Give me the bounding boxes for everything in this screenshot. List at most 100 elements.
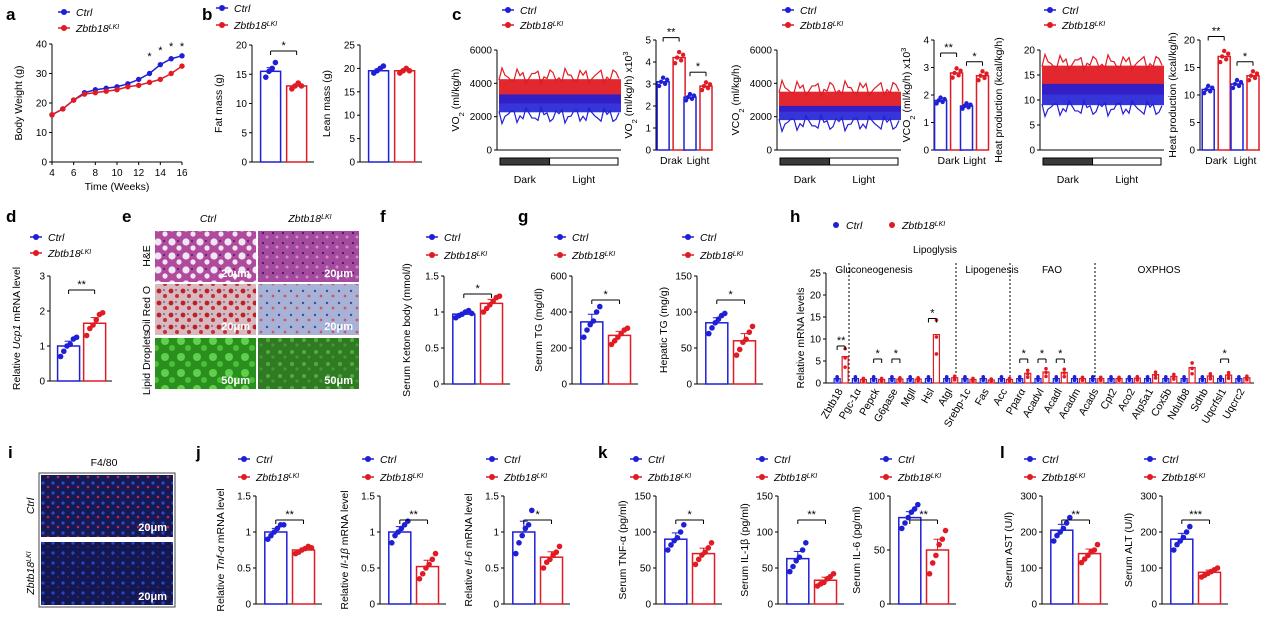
bar-ctrl [452,313,476,385]
y-axis-label: Serum IL-6 (pg/ml) [851,506,863,594]
series-point [146,70,153,77]
y-tick-label: 0 [433,380,439,391]
i-row-lki-sup: LKI [26,551,33,562]
y-tick-label: 0 [41,158,47,169]
data-point [513,550,519,557]
panel-b-legend: Ctrl Zbtb18LKI [216,3,277,32]
panel-b1: 0 5 10 15 20 * Fat mass (g) [213,40,314,169]
scale-bar-label: 50μm [324,375,353,387]
data-point [685,95,691,100]
data-point [1208,89,1213,94]
data-point [916,376,920,380]
data-point [416,576,423,582]
data-point [796,554,803,560]
y-tick-label: 20 [36,99,48,110]
sig-mark: *** [1189,509,1203,521]
trace-lki-noise [498,65,620,86]
data-point [821,579,827,586]
legend-ctrl-dot [833,222,839,228]
data-point [406,67,413,74]
panel-label-j: j [195,443,201,462]
legend-lki-sup: LKI [553,21,564,28]
data-point [708,540,715,546]
sig-mark: ** [944,42,953,54]
legend-lki-sup: LKI [413,473,424,480]
y-tick-label: 100 [868,492,885,503]
x-tick-label: 10 [111,168,123,179]
data-point [1218,59,1223,65]
data-point [1060,525,1067,532]
series-point [135,76,142,83]
data-point [426,561,432,568]
panel-l1: 0 100 200 300 ** Serum AST (U/l) [1003,492,1108,611]
legend-ctrl-label: Ctrl [572,232,589,244]
sig-mark: * [930,308,935,320]
data-point [516,540,522,546]
legend-ctrl-label: Ctrl [444,232,461,244]
data-point [271,529,278,535]
bar-lki [479,302,504,385]
data-point [787,568,793,575]
data-point [674,534,681,541]
e-col-lki-sup: LKI [321,214,332,221]
sig-mark: ** [1071,509,1080,521]
y-tick-label: 4 [923,36,929,47]
data-point [1117,375,1121,380]
data-point [1080,375,1085,380]
data-point [1044,366,1048,371]
sig-mark: * [180,41,185,53]
x-tick-label: 14 [155,168,167,179]
y-tick-label: 25 [810,269,822,280]
bar-lki [691,552,716,605]
data-point [871,375,876,379]
data-point [934,352,939,356]
sig-mark: ** [409,509,418,521]
data-point [1177,538,1183,544]
data-point [308,545,315,551]
y-tick-label: 400 [550,308,567,319]
data-point [432,550,439,557]
y-tick-label: 200 [550,344,567,355]
y-axis-label-part: Relative [463,566,475,607]
y-axis-label: Heat production (kcal/kg/h) [1167,32,1179,157]
series-point [179,63,185,69]
y-tick-label: 50 [681,344,693,355]
panel-c2: 0 2000 4000 6000 Dark Light VCO2 (ml/kg/h) [730,46,901,186]
y-axis-label: Serum TNF-α (pg/ml) [617,500,629,599]
panel-c3-legend: Ctrl Zbtb18LKI [1044,5,1105,32]
data-point [1254,71,1260,76]
data-point [593,309,600,315]
legend-lki-sup: LKI [807,473,818,480]
data-point [1238,79,1244,85]
y-axis-label-part: VO [623,123,635,138]
y-tick-label: 0.5 [237,564,251,575]
data-point [1220,54,1225,59]
y-axis-label-part: 3 [621,51,630,55]
y-axis-label: Relative mRNA levels [795,288,807,389]
panel-l2-legend: Ctrl Zbtb18LKI [1144,454,1205,484]
data-point [483,305,490,312]
micrograph-lki [41,542,173,605]
data-point [958,68,963,73]
data-point [926,570,933,577]
bar-lki [1246,75,1260,151]
data-point [1007,376,1012,381]
data-point [1226,370,1231,375]
i-row-lki: Zbtb18LKI [25,551,37,595]
data-point [656,83,662,89]
y-axis-label-part: Relative [215,571,227,612]
micrograph-lki [258,338,359,389]
data-point [624,325,631,332]
y-tick-label: 30 [36,69,48,80]
y-tick-label: 50 [874,546,886,557]
legend-lki-label: Zbtb18LKI [901,220,945,232]
data-point [469,310,475,317]
micrograph-lki [258,284,359,335]
y-tick-label: 1.5 [485,492,499,503]
y-axis-label-part: 2 [908,115,917,119]
sig-mark: * [281,40,286,52]
y-tick-label: 5 [815,357,821,368]
data-point [938,95,943,100]
panel-g1: 0 200 400 600 * Serum TG (mg/dl) [533,272,638,391]
data-point [1044,374,1048,379]
